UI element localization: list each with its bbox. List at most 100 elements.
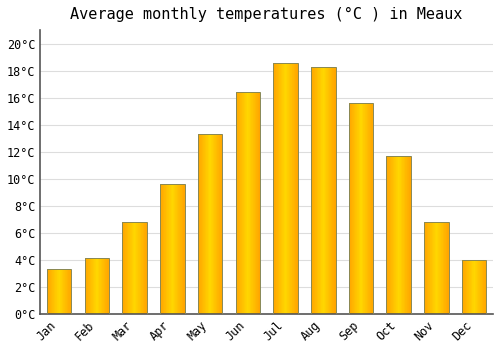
Bar [393,156,394,314]
Bar [370,103,371,314]
Bar [250,92,251,314]
Bar [436,222,437,314]
Bar [290,63,291,314]
Bar [239,92,240,314]
Bar [400,156,401,314]
Bar [138,222,139,314]
Bar [181,184,182,314]
Bar [63,269,64,314]
Bar [258,92,259,314]
Bar [133,222,134,314]
Bar [397,156,398,314]
Bar [124,222,125,314]
Bar [425,222,426,314]
Bar [361,103,362,314]
Bar [358,103,359,314]
Bar [100,259,101,314]
Bar [311,66,312,314]
Bar [247,92,248,314]
Bar [320,66,321,314]
Bar [464,260,465,314]
Bar [145,222,146,314]
Bar [321,66,322,314]
Bar [312,66,313,314]
Bar [432,222,433,314]
Bar [53,269,54,314]
Bar [220,134,221,314]
Bar [182,184,183,314]
Bar [172,184,173,314]
Bar [212,134,213,314]
Bar [217,134,218,314]
Bar [122,222,147,314]
Bar [248,92,249,314]
Bar [97,259,98,314]
Bar [473,260,474,314]
Bar [462,260,486,314]
Bar [431,222,432,314]
Bar [218,134,220,314]
Bar [317,66,318,314]
Bar [243,92,244,314]
Bar [275,63,276,314]
Bar [446,222,447,314]
Bar [84,259,109,314]
Bar [279,63,280,314]
Bar [388,156,389,314]
Bar [201,134,202,314]
Bar [165,184,166,314]
Bar [297,63,298,314]
Bar [56,269,58,314]
Bar [92,259,93,314]
Bar [282,63,283,314]
Bar [236,92,237,314]
Bar [47,269,72,314]
Bar [136,222,137,314]
Bar [88,259,89,314]
Bar [396,156,397,314]
Bar [122,222,123,314]
Bar [160,184,162,314]
Bar [160,184,184,314]
Bar [467,260,468,314]
Bar [404,156,405,314]
Bar [468,260,469,314]
Bar [288,63,289,314]
Bar [209,134,210,314]
Bar [180,184,181,314]
Bar [68,269,69,314]
Bar [176,184,178,314]
Bar [332,66,333,314]
Bar [371,103,372,314]
Bar [466,260,467,314]
Bar [200,134,201,314]
Bar [368,103,369,314]
Bar [170,184,171,314]
Bar [50,269,51,314]
Bar [355,103,356,314]
Bar [363,103,364,314]
Bar [141,222,142,314]
Bar [280,63,281,314]
Bar [335,66,336,314]
Bar [104,259,105,314]
Bar [86,259,87,314]
Bar [285,63,286,314]
Bar [284,63,285,314]
Bar [47,269,48,314]
Bar [48,269,50,314]
Bar [130,222,131,314]
Bar [352,103,353,314]
Bar [326,66,327,314]
Bar [205,134,206,314]
Bar [294,63,296,314]
Bar [128,222,129,314]
Bar [447,222,448,314]
Bar [395,156,396,314]
Bar [463,260,464,314]
Bar [478,260,479,314]
Bar [245,92,246,314]
Bar [408,156,409,314]
Bar [278,63,279,314]
Bar [238,92,239,314]
